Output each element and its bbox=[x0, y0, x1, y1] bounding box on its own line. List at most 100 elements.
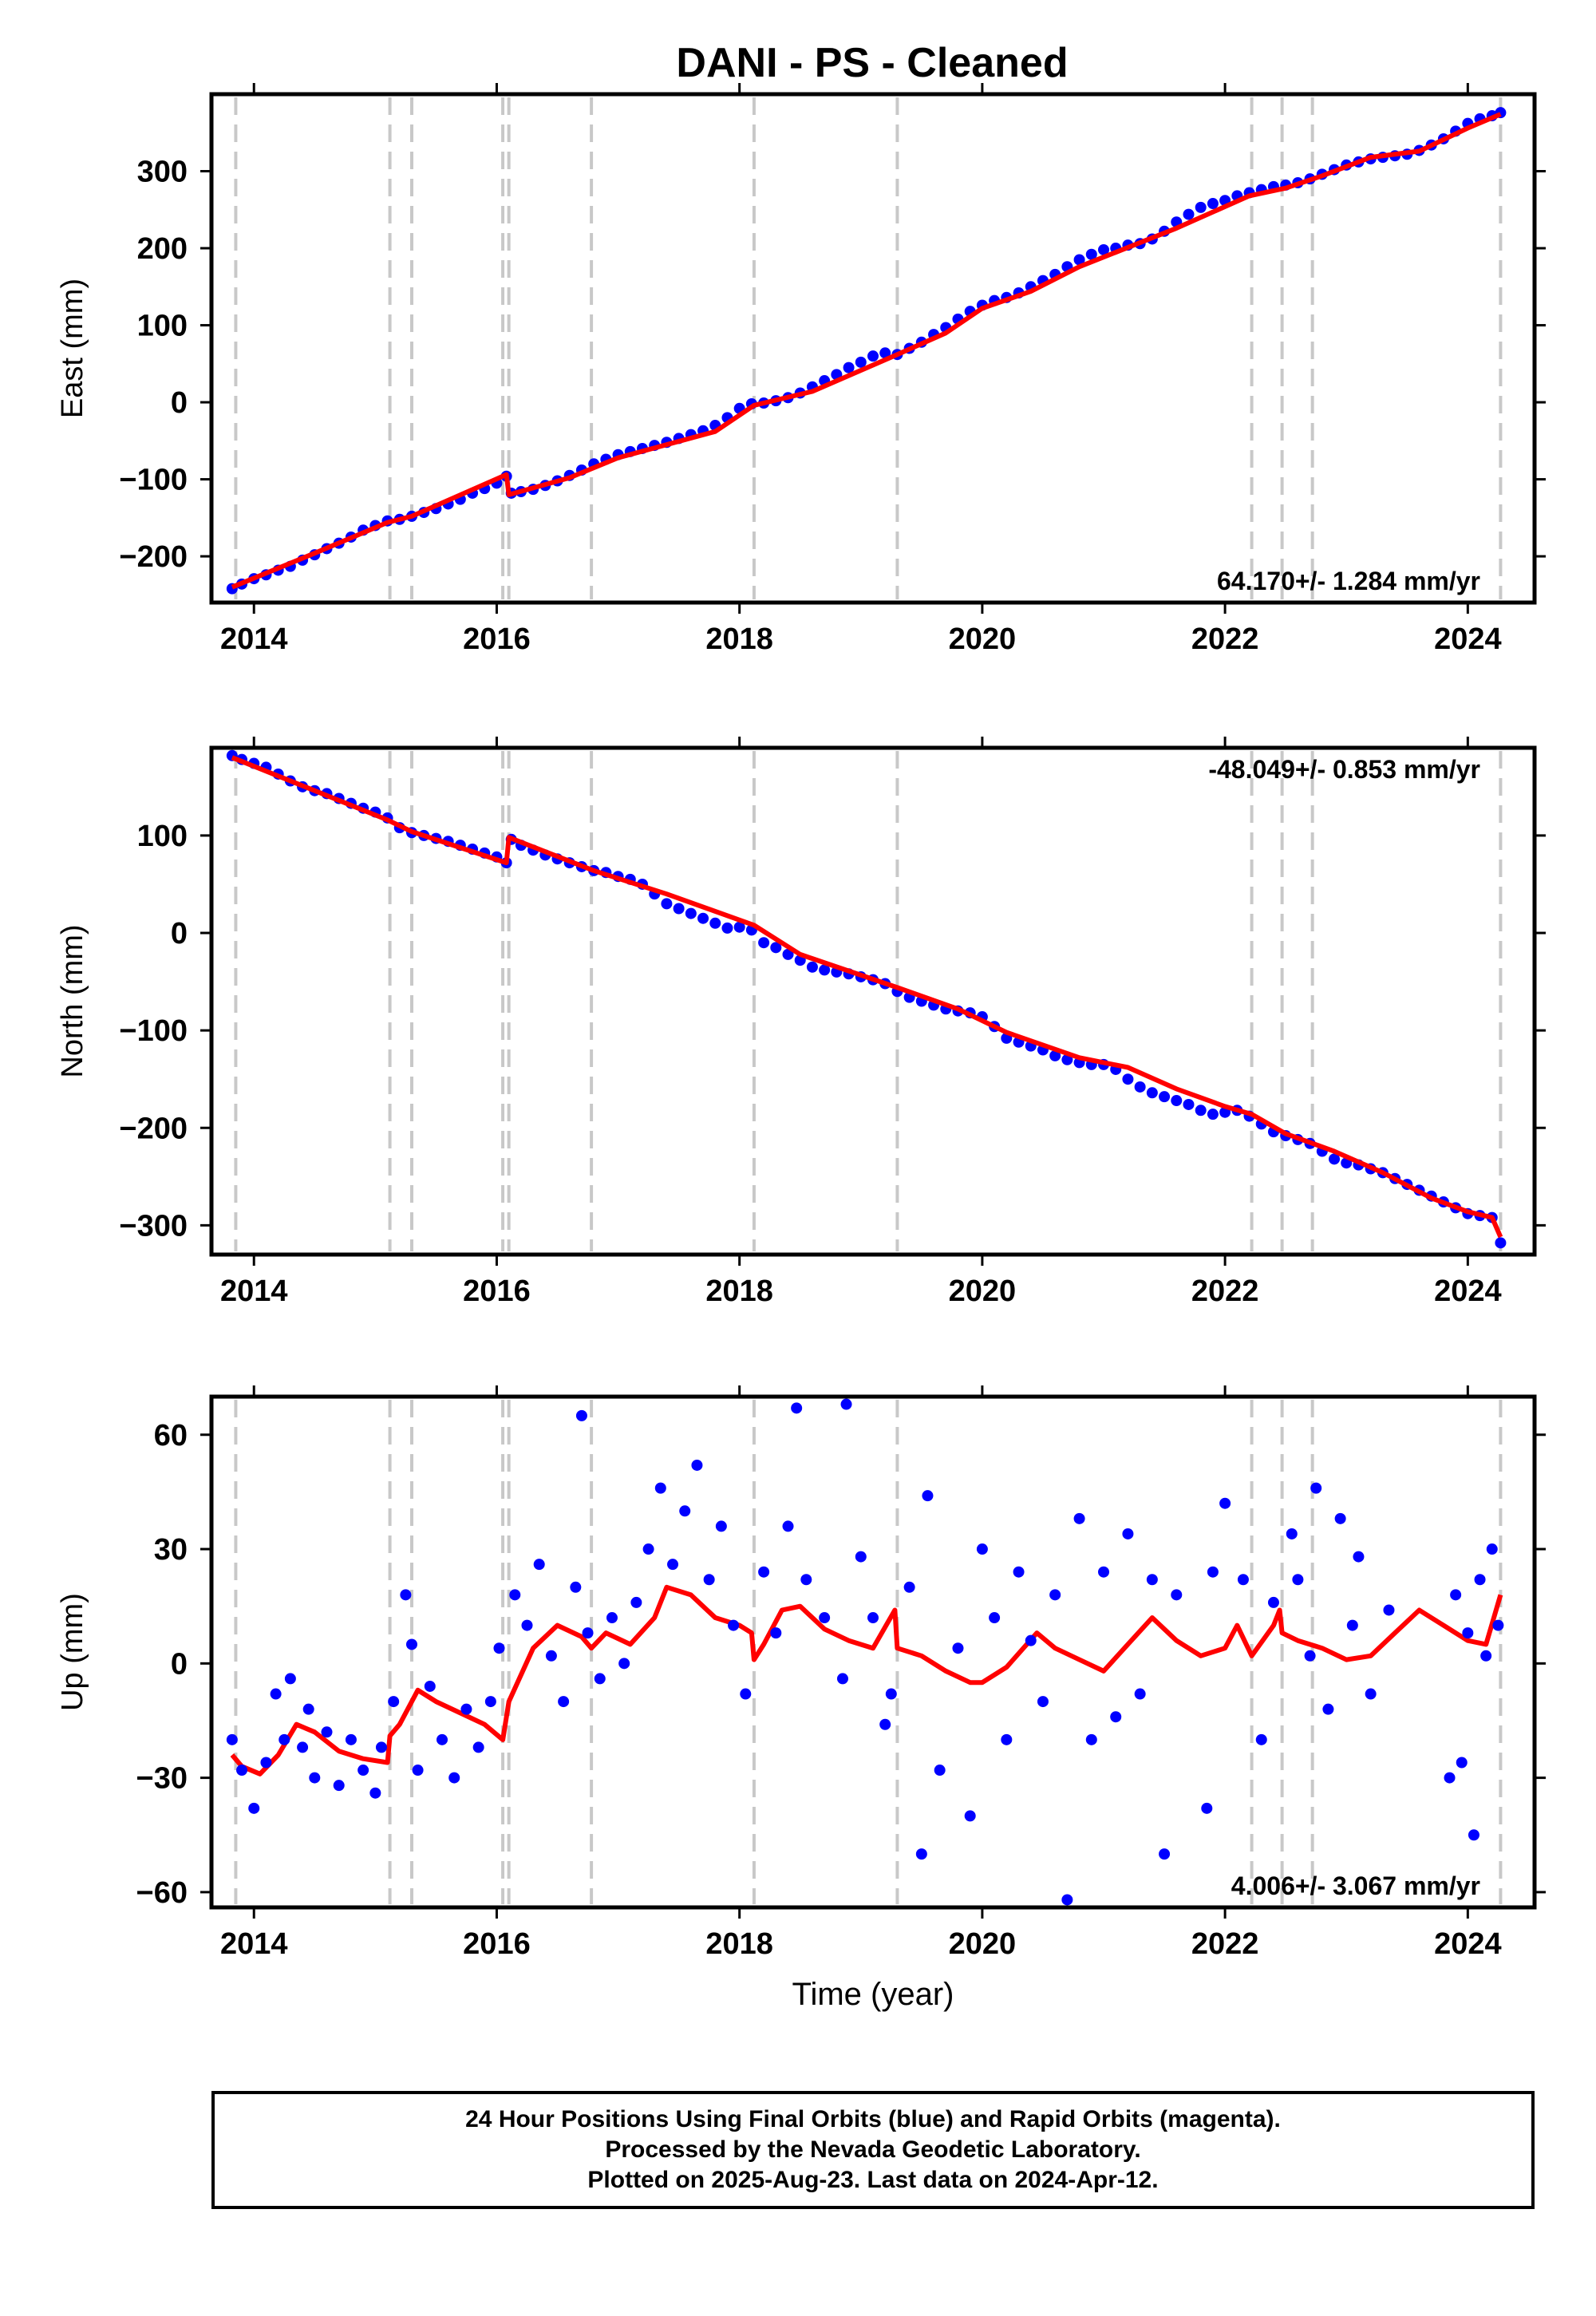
data-point bbox=[545, 1650, 557, 1662]
data-point bbox=[375, 1741, 387, 1753]
data-point bbox=[284, 1673, 296, 1685]
data-point bbox=[1098, 1566, 1110, 1578]
data-point bbox=[840, 1398, 852, 1410]
footer-line-processor: Processed by the Nevada Geodetic Laborat… bbox=[605, 2136, 1141, 2163]
data-point bbox=[1171, 1095, 1183, 1107]
east-plot-area bbox=[226, 107, 1507, 595]
time-axis-label: Time (year) bbox=[792, 1977, 954, 2012]
data-point bbox=[1183, 1098, 1195, 1110]
y-tick-label: −60 bbox=[136, 1876, 188, 1910]
x-tick-label: 2022 bbox=[1191, 1927, 1259, 1961]
data-point bbox=[903, 1581, 915, 1593]
up-panel: 2014 2016 2018 2020 2022 2024 −60 −30 0 30 60 Up (m… bbox=[56, 1385, 1546, 2012]
data-point bbox=[521, 1619, 533, 1631]
data-point bbox=[1085, 1733, 1097, 1745]
east-axis-label: East (mm) bbox=[56, 279, 89, 418]
model-fit-line bbox=[230, 1584, 1503, 1777]
data-point bbox=[1255, 1733, 1267, 1745]
north-rate-label: -48.049+/- 0.853 mm/yr bbox=[1208, 755, 1480, 784]
figure-title: DANI - PS - Cleaned bbox=[676, 40, 1068, 86]
data-point bbox=[1195, 201, 1207, 213]
data-point bbox=[1329, 1153, 1341, 1165]
data-point bbox=[843, 362, 855, 373]
north-panel: 2014 2016 2018 2020 2022 2024 −300 −200 −100 0 100… bbox=[56, 737, 1546, 1308]
data-point bbox=[976, 1543, 988, 1555]
x-tick-label: 2020 bbox=[949, 622, 1017, 656]
data-point bbox=[952, 1642, 964, 1654]
footer-line-orbits: 24 Hour Positions Using Final Orbits (bl… bbox=[465, 2106, 1281, 2132]
data-point bbox=[709, 917, 721, 929]
x-tick-label: 2014 bbox=[220, 622, 288, 656]
data-point bbox=[1486, 1543, 1498, 1555]
up-rate-label: 4.006+/- 3.067 mm/yr bbox=[1231, 1871, 1480, 1900]
data-point bbox=[697, 912, 709, 924]
data-point bbox=[412, 1765, 424, 1777]
data-point bbox=[1292, 1574, 1304, 1586]
data-point bbox=[964, 1810, 976, 1822]
data-point bbox=[1462, 1627, 1474, 1639]
data-point bbox=[1346, 1619, 1358, 1631]
data-point bbox=[691, 1459, 703, 1471]
y-tick-label: 60 bbox=[154, 1419, 188, 1452]
data-point bbox=[667, 1559, 679, 1571]
data-point bbox=[758, 1566, 770, 1578]
data-point bbox=[1365, 1688, 1377, 1700]
data-point bbox=[606, 1612, 618, 1624]
data-point bbox=[1456, 1757, 1468, 1769]
data-point bbox=[915, 1848, 927, 1860]
east-rate-label: 64.170+/- 1.284 mm/yr bbox=[1217, 567, 1480, 595]
x-tick-label: 2016 bbox=[463, 1927, 531, 1961]
data-point bbox=[260, 1757, 272, 1769]
data-point bbox=[1183, 208, 1195, 220]
y-tick-label: 100 bbox=[137, 310, 188, 343]
data-point bbox=[782, 1520, 794, 1532]
data-point bbox=[270, 1688, 282, 1700]
data-point bbox=[460, 1703, 472, 1715]
data-point bbox=[1159, 1091, 1171, 1103]
x-tick-label: 2016 bbox=[463, 622, 531, 656]
model-fit-line bbox=[231, 755, 1503, 1239]
y-tick-label: 300 bbox=[137, 156, 188, 189]
x-tick-label: 2018 bbox=[705, 1275, 773, 1308]
data-point bbox=[703, 1574, 715, 1586]
data-point bbox=[733, 921, 745, 933]
data-point bbox=[1495, 1237, 1507, 1249]
x-tick-label: 2014 bbox=[220, 1275, 288, 1308]
data-point bbox=[728, 1619, 740, 1631]
data-point bbox=[279, 1733, 290, 1745]
data-point bbox=[1322, 1703, 1334, 1715]
data-point bbox=[800, 1574, 812, 1586]
x-tick-label: 2024 bbox=[1434, 1927, 1502, 1961]
data-point bbox=[1219, 1497, 1231, 1509]
data-point bbox=[1237, 1574, 1249, 1586]
data-point bbox=[570, 1581, 582, 1593]
data-point bbox=[1085, 248, 1097, 260]
footer-line-dates: Plotted on 2025-Aug-23. Last data on 202… bbox=[587, 2167, 1159, 2193]
data-point bbox=[1025, 1634, 1037, 1646]
data-point bbox=[484, 1696, 496, 1708]
data-point bbox=[321, 1726, 333, 1738]
data-point bbox=[345, 1733, 357, 1745]
data-point bbox=[721, 922, 733, 934]
data-point bbox=[1492, 1619, 1504, 1631]
data-point bbox=[1049, 1049, 1061, 1061]
data-point bbox=[740, 1688, 752, 1700]
y-tick-label: −200 bbox=[119, 540, 188, 574]
data-point bbox=[333, 1780, 345, 1792]
processing-info-box: 24 Hour Positions Using Final Orbits (bl… bbox=[211, 2091, 1535, 2209]
data-point bbox=[1450, 1589, 1462, 1601]
data-point bbox=[989, 1612, 1001, 1624]
data-point bbox=[472, 1741, 484, 1753]
data-point bbox=[405, 1638, 417, 1650]
x-tick-label: 2024 bbox=[1434, 622, 1502, 656]
data-point bbox=[1013, 1566, 1025, 1578]
y-tick-label: −100 bbox=[119, 1014, 188, 1048]
data-point bbox=[867, 1612, 879, 1624]
data-point bbox=[1207, 1566, 1219, 1578]
data-point bbox=[1146, 1574, 1158, 1586]
y-tick-label: 200 bbox=[137, 232, 188, 266]
data-point bbox=[758, 937, 770, 949]
panel-frame bbox=[209, 1394, 1537, 1910]
y-tick-label: 0 bbox=[171, 386, 188, 420]
data-point bbox=[493, 1642, 505, 1654]
